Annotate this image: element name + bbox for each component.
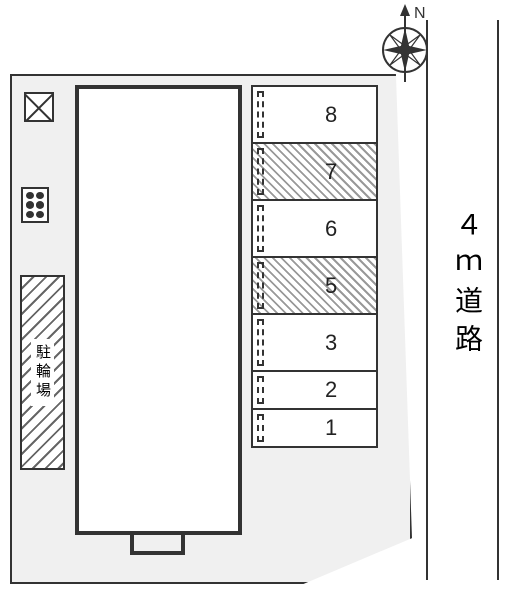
curb-marker bbox=[257, 376, 264, 404]
utility-box-icon bbox=[24, 92, 54, 122]
building-entrance bbox=[130, 535, 185, 555]
curb-marker bbox=[257, 148, 264, 195]
curb-marker bbox=[257, 414, 264, 442]
parking-slot-number: 8 bbox=[325, 102, 337, 128]
parking-slot-number: 7 bbox=[325, 159, 337, 185]
parking-slot: 1 bbox=[251, 408, 378, 448]
meter-panel-icon bbox=[21, 187, 49, 223]
road-edge-left bbox=[426, 20, 428, 580]
parking-column: 8 7 6 5 3 2 1 bbox=[251, 87, 378, 448]
curb-marker bbox=[257, 319, 264, 366]
parking-slot-number: 6 bbox=[325, 216, 337, 242]
compass-label: N bbox=[414, 5, 426, 22]
curb-marker bbox=[257, 91, 264, 138]
parking-slot-number: 3 bbox=[325, 330, 337, 356]
compass-icon: N bbox=[370, 2, 440, 86]
curb-marker bbox=[257, 205, 264, 252]
parking-slot: 6 bbox=[251, 199, 378, 258]
parking-slot: 3 bbox=[251, 313, 378, 372]
road-edge-right bbox=[497, 20, 499, 580]
bike-parking-area: 駐輪場 bbox=[20, 275, 65, 470]
curb-marker bbox=[257, 262, 264, 309]
bike-parking-label: 駐輪場 bbox=[31, 339, 54, 406]
main-building bbox=[75, 85, 242, 535]
parking-slot: 5 bbox=[251, 256, 378, 315]
parking-slot-number: 2 bbox=[325, 377, 337, 403]
parking-slot: 2 bbox=[251, 370, 378, 410]
road-label: ４ｍ道路 bbox=[447, 210, 487, 362]
parking-slot-number: 1 bbox=[325, 415, 337, 441]
parking-slot: 7 bbox=[251, 142, 378, 201]
parking-slot: 8 bbox=[251, 85, 378, 144]
parking-slot-number: 5 bbox=[325, 273, 337, 299]
site-plan-canvas: N ４ｍ道路 駐輪場 8 7 6 5 3 2 1 bbox=[0, 0, 510, 600]
